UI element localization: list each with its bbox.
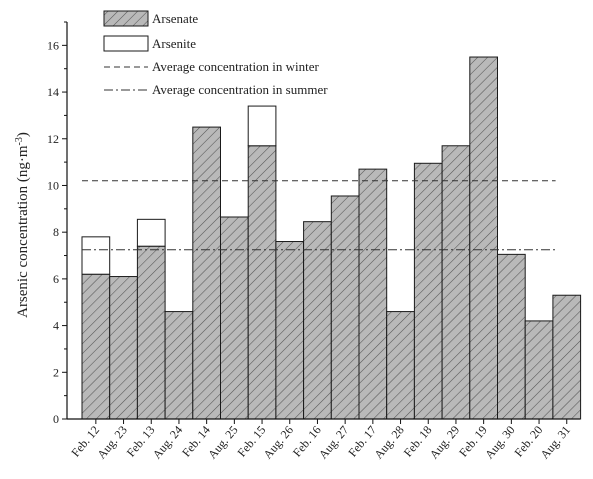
- y-tick-label-16: 16: [47, 38, 59, 52]
- bar-arsenate-2: [109, 276, 138, 420]
- y-tick-label-2: 2: [53, 365, 59, 379]
- y-tick-label-10: 10: [47, 178, 59, 192]
- bar-arsenate-18: [552, 294, 582, 420]
- bar-arsenate-11: [358, 168, 388, 420]
- x-tick-label-14: Aug. 29: [427, 423, 463, 462]
- y-axis-title-superscript: -3: [14, 137, 25, 145]
- legend-swatch-arsenate: [103, 10, 149, 27]
- y-tick-label-4: 4: [53, 319, 59, 333]
- bar-arsenate-8: [275, 241, 305, 420]
- bars-group: [81, 56, 582, 420]
- bar-arsenate-16: [497, 253, 526, 420]
- legend-label-arsenate: Arsenate: [152, 11, 198, 26]
- bar-arsenate-17: [524, 320, 554, 420]
- legend-swatch-arsenite: [103, 35, 149, 52]
- legend-label-winter: Average concentration in winter: [152, 59, 320, 74]
- bar-arsenate-13: [413, 162, 443, 420]
- y-tick-label-8: 8: [53, 225, 59, 239]
- bar-arsenite-3: [136, 218, 166, 247]
- x-tick-label-2: Aug. 23: [94, 423, 130, 462]
- x-tick-label-16: Aug. 30: [482, 423, 518, 462]
- y-tick-label-14: 14: [47, 85, 59, 99]
- legend-label-summer: Average concentration in summer: [152, 82, 328, 97]
- bar-arsenate-9: [303, 221, 332, 420]
- bar-arsenate-12: [386, 311, 415, 420]
- x-tick-label-6: Aug. 25: [205, 423, 241, 462]
- bar-arsenate-10: [330, 195, 360, 420]
- bar-arsenate-7: [247, 145, 277, 420]
- legend-label-arsenite: Arsenite: [152, 36, 196, 51]
- bar-arsenite-7: [247, 105, 277, 147]
- reference-lines-group: [82, 180, 556, 251]
- x-tick-label-4: Aug. 24: [150, 423, 186, 462]
- legend: Arsenate Arsenite Average concentration in…: [103, 10, 328, 97]
- x-tick-label-10: Aug. 27: [316, 423, 352, 462]
- bar-arsenate-15: [469, 56, 498, 420]
- bar-arsenate-14: [441, 145, 471, 420]
- y-axis-title: Arsenic concentration (ng·m-3): [14, 132, 32, 318]
- bar-arsenate-1: [81, 273, 111, 420]
- y-tick-label-12: 12: [47, 132, 59, 146]
- bar-arsenate-3: [136, 245, 166, 420]
- bar-arsenate-6: [220, 216, 249, 420]
- x-tick-label-8: Aug. 26: [260, 423, 296, 462]
- y-tick-label-6: 6: [53, 272, 59, 286]
- bar-arsenate-4: [164, 311, 194, 420]
- bar-arsenite-1: [81, 236, 111, 275]
- bar-arsenate-5: [192, 126, 222, 420]
- x-tick-label-12: Aug. 28: [371, 423, 407, 462]
- x-tick-label-18: Aug. 31: [537, 423, 573, 462]
- y-tick-label-0: 0: [53, 412, 59, 426]
